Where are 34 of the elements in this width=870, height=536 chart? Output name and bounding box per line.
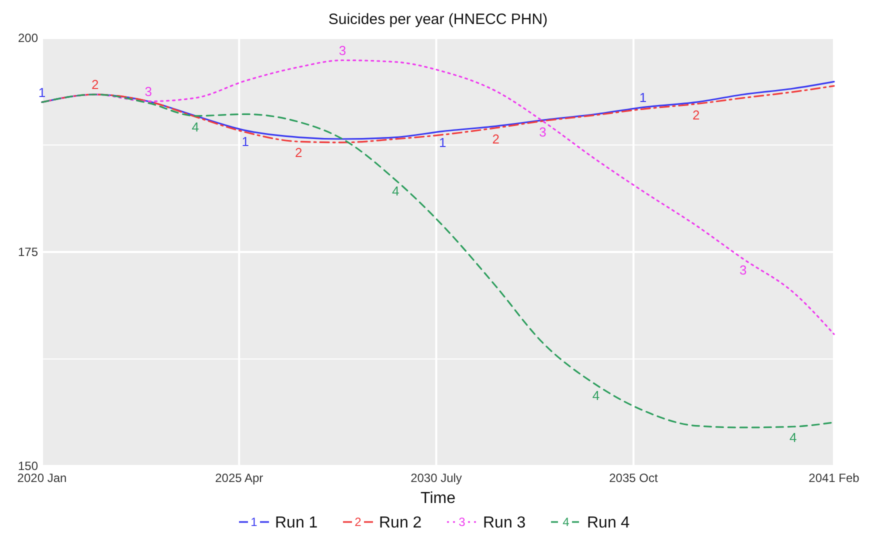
- legend-label: Run 2: [379, 514, 422, 532]
- legend-label: Run 4: [587, 514, 630, 532]
- text: 3: [458, 515, 466, 530]
- chart-title: Suicides per year (HNECC PHN): [328, 11, 548, 28]
- annotation: 4: [592, 388, 600, 404]
- x-tick-label: 2035 Oct: [609, 471, 658, 485]
- annotation: 1: [242, 134, 250, 149]
- annotation: 2: [295, 145, 302, 160]
- x-tick-label: 2030 July: [410, 471, 462, 485]
- annotation: 1: [439, 134, 446, 150]
- annotation: 3: [144, 84, 152, 99]
- annotation: 2: [692, 107, 700, 122]
- y-tick-label: 175: [18, 245, 38, 260]
- text: 2: [354, 515, 362, 530]
- annotation: 4: [790, 430, 797, 446]
- text: 1: [250, 515, 258, 530]
- y-tick-label: 150: [18, 459, 38, 474]
- y-tick-label: 200: [18, 31, 38, 46]
- annotation: 2: [92, 77, 99, 92]
- annotation: 3: [739, 262, 747, 278]
- legend-label: Run 1: [275, 514, 318, 532]
- text: 4: [562, 515, 570, 530]
- annotation: 3: [338, 42, 346, 58]
- annotation: 3: [539, 124, 546, 140]
- legend-label: Run 3: [483, 514, 526, 532]
- x-tick-label: 2025 Apr: [215, 471, 264, 485]
- x-tick-label: 2041 Feb: [808, 471, 860, 485]
- x-axis-title: Time: [420, 490, 456, 507]
- annotation: 1: [639, 90, 647, 105]
- annotation: 4: [392, 184, 400, 199]
- annotation: 1: [38, 84, 46, 100]
- x-tick-label: 2020 Jan: [17, 471, 67, 485]
- annotation: 2: [492, 131, 500, 146]
- annotation: 4: [192, 119, 200, 134]
